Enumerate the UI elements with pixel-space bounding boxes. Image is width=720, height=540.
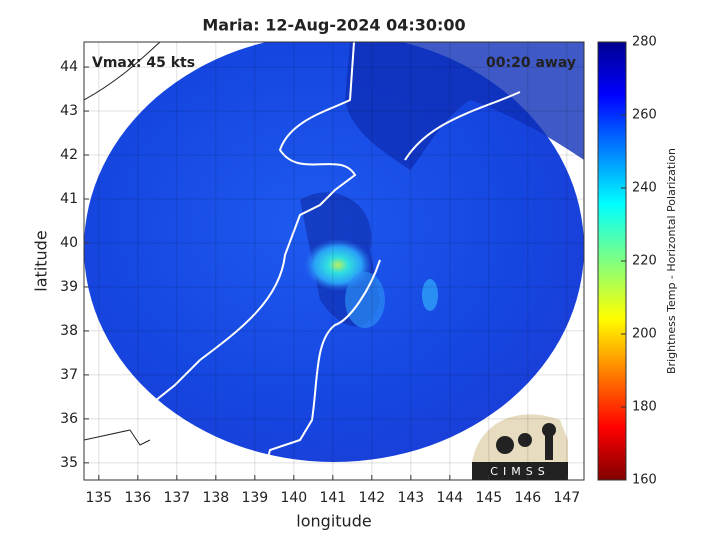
y-tick-label: 41: [60, 191, 78, 207]
x-tick-label: 137: [163, 490, 190, 506]
x-tick-label: 136: [124, 490, 151, 506]
y-tick-label: 37: [60, 367, 78, 383]
axes-box: [83, 41, 585, 481]
colorbar-tick-label: 260: [632, 108, 657, 123]
x-tick-label: 142: [358, 490, 385, 506]
x-tick-label: 140: [280, 490, 307, 506]
y-tick-label: 35: [60, 455, 78, 471]
x-tick-label: 139: [241, 490, 268, 506]
colorbar-tick-label: 160: [632, 473, 657, 488]
x-tick-label: 141: [319, 490, 346, 506]
x-tick-label: 146: [514, 490, 541, 506]
x-tick-label: 143: [397, 490, 424, 506]
y-axis-label: latitude: [32, 230, 51, 291]
x-tick-label: 147: [553, 490, 580, 506]
colorbar-tick-label: 200: [632, 327, 657, 342]
x-axis-label: longitude: [296, 512, 371, 531]
logo-text: CIMSS: [490, 465, 549, 478]
logo: CIMSS: [472, 414, 568, 480]
colorbar-tick-label: 220: [632, 254, 657, 269]
x-tick-label: 144: [436, 490, 463, 506]
colorbar-tick-label: 180: [632, 400, 657, 415]
y-tick-label: 44: [60, 59, 78, 75]
x-tick-label: 135: [85, 490, 112, 506]
y-tick-label: 38: [60, 323, 78, 339]
x-tick-label: 138: [202, 490, 229, 506]
y-tick-label: 40: [60, 235, 78, 251]
away-label: 00:20 away: [486, 55, 576, 71]
y-tick-label: 39: [60, 279, 78, 295]
title: Maria: 12-Aug-2024 04:30:00: [202, 16, 465, 35]
colorbar-tick-label: 240: [632, 181, 657, 196]
y-tick-label: 36: [60, 411, 78, 427]
x-tick-label: 145: [475, 490, 502, 506]
y-tick-label: 43: [60, 103, 78, 119]
y-tick-label: 42: [60, 147, 78, 163]
map-area: [84, 42, 584, 480]
colorbar-tick-label: 280: [632, 35, 657, 50]
colorbar-label: Brightness Temp - Horizontal Polarizatio…: [665, 148, 678, 374]
vmax-label: Vmax: 45 kts: [92, 55, 195, 71]
